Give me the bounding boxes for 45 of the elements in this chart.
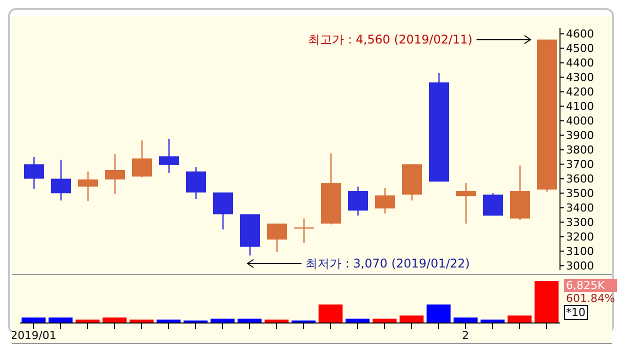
y-tick-label: 3600 [566, 172, 594, 186]
text: 601.84% [565, 292, 616, 305]
y-tick-label: 4100 [566, 100, 594, 114]
candlestick [186, 166, 206, 200]
y-tick-label: 3400 [566, 202, 594, 215]
candlestick [456, 182, 476, 224]
candlestick [375, 187, 395, 214]
y-tick-label: 3500 [566, 187, 594, 200]
bar [426, 304, 451, 323]
bar [454, 318, 478, 323]
annotation: 최저가 : 3,070 (2019/01/22) [306, 256, 470, 271]
candlestick [105, 153, 125, 195]
y-tick-label: 3800 [566, 144, 594, 157]
candlestick [51, 159, 71, 202]
y-tick-label: 4300 [566, 71, 594, 84]
candlestick [483, 192, 503, 216]
y-tick-label: 3700 [566, 158, 594, 172]
y-tick-label: 4000 [566, 114, 594, 128]
candlestick [132, 140, 152, 178]
x-tick-label: 2 [462, 328, 469, 342]
y-tick-label: 3000 [566, 260, 594, 273]
bar [22, 318, 46, 323]
candlestick [348, 186, 368, 216]
y-tick-label: 3300 [566, 216, 594, 230]
candlestick [24, 156, 44, 190]
bar [534, 281, 559, 323]
candlestick [213, 192, 233, 230]
bar [508, 315, 532, 323]
bar [318, 304, 343, 323]
y-tick-label: 3100 [566, 245, 594, 258]
text: *10 [564, 305, 588, 320]
y-tick-label: 4400 [566, 56, 594, 70]
y-tick-label: 4200 [566, 86, 594, 99]
bar [400, 315, 424, 323]
candlestick [267, 222, 287, 253]
y-tick-label: 4600 [566, 28, 594, 41]
text: 6,825K [564, 279, 617, 292]
y-tick-label: 4500 [566, 42, 594, 56]
y-tick-label: 3900 [566, 129, 594, 142]
bar [48, 318, 73, 323]
candlestick [78, 170, 98, 202]
y-tick-label: 3200 [566, 230, 594, 244]
annotation: 최고가 : 4,560 (2019/02/11) [308, 32, 472, 47]
candlestick [159, 138, 179, 174]
bar [102, 318, 127, 323]
